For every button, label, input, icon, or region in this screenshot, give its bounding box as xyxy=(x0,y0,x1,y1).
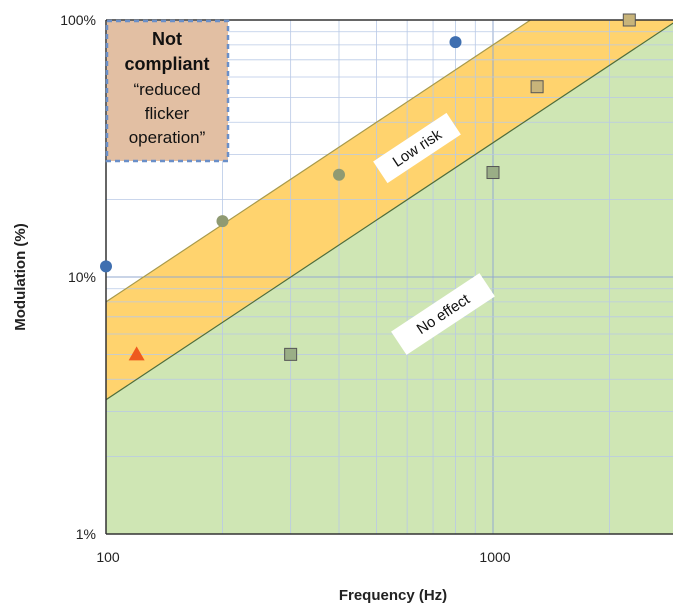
x-tick-label-100: 100 xyxy=(96,549,120,565)
data-point-circle xyxy=(216,215,229,228)
data-point-square xyxy=(284,347,298,361)
note-line-4: flicker xyxy=(145,104,190,123)
no-effect-upper-boundary xyxy=(106,22,673,401)
data-point-square xyxy=(486,166,500,180)
not-compliant-annotation: Not compliant “reduced flicker operation… xyxy=(105,19,230,163)
low-risk-upper-boundary xyxy=(106,20,532,303)
y-tick-label-1: 1% xyxy=(76,526,96,542)
note-line-1: Not xyxy=(152,29,182,49)
data-point-triangle xyxy=(128,346,145,361)
data-point-square xyxy=(530,80,544,94)
data-point-circle xyxy=(100,260,112,273)
no-effect-region xyxy=(106,23,673,534)
data-points xyxy=(100,13,636,361)
y-axis-title: Modulation (%) xyxy=(12,223,29,330)
no-effect-label-background xyxy=(391,273,495,355)
x-tick-label-1000: 1000 xyxy=(479,549,510,565)
not-compliant-box xyxy=(105,19,230,163)
data-point-circle xyxy=(332,168,345,181)
low-risk-region xyxy=(106,20,673,400)
note-line-2: compliant xyxy=(124,54,209,74)
y-tick-label-100: 100% xyxy=(60,12,96,28)
low-risk-label-background xyxy=(373,112,461,184)
note-line-5: operation” xyxy=(129,128,206,147)
y-tick-label-10: 10% xyxy=(68,269,96,285)
data-point-square xyxy=(622,13,636,27)
note-line-3: “reduced xyxy=(133,80,200,99)
data-point-circle xyxy=(449,36,462,49)
x-axis-title: Frequency (Hz) xyxy=(339,587,447,604)
